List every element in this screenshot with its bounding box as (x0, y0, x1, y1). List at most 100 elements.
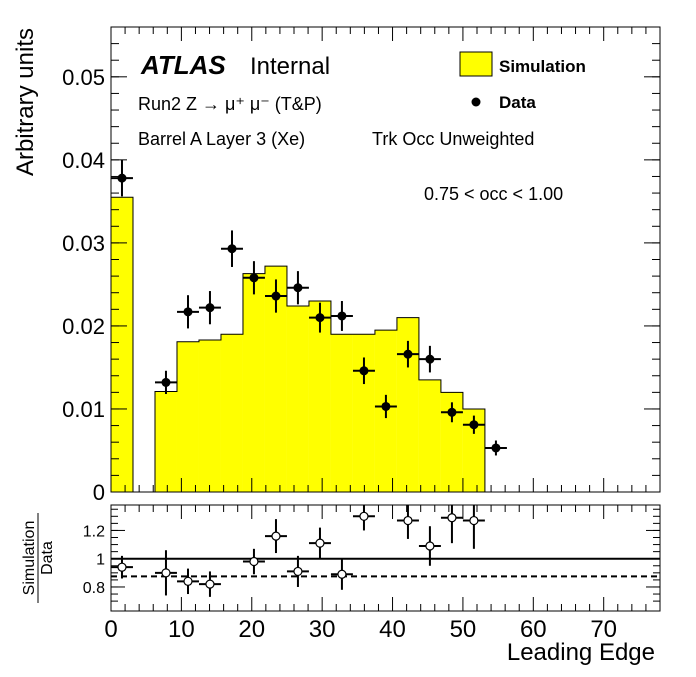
data-point (242, 261, 265, 295)
data-point (286, 271, 309, 305)
ratio-reference-lines (111, 557, 660, 578)
ratio-point (242, 548, 265, 575)
x-axis-title: Leading Edge (507, 639, 655, 666)
main-y-axis-title: Arbitrary units (12, 28, 39, 176)
data-point-marker (337, 311, 347, 321)
ratio-point (177, 568, 199, 595)
data-point (462, 415, 485, 434)
ratio-plot-frame (110, 504, 661, 612)
simulation-bar (198, 340, 221, 492)
data-point (177, 295, 199, 329)
x-tick-label: 10 (168, 616, 195, 643)
data-point (308, 302, 331, 333)
region-label: Barrel A Layer 3 (Xe) (138, 129, 305, 149)
ratio-point (330, 558, 353, 590)
data-point-marker (381, 401, 391, 411)
ratio-point (396, 505, 419, 539)
ratio-point-marker (469, 515, 479, 526)
ratio-point (462, 505, 485, 549)
ratio-point-marker (161, 568, 171, 578)
data-point-marker (161, 377, 171, 387)
ratio-y-tick-label: 1 (96, 552, 105, 569)
main-y-tick-label: 0.02 (62, 314, 105, 339)
ratio-y-tick-label: 1.2 (83, 523, 105, 540)
data-point (330, 301, 353, 331)
data-point-marker (271, 291, 281, 301)
ratio-y-axis-numerator: Simulation (21, 521, 38, 596)
ratio-axis-ticks: 0.8 1 1.2 0 10 20 30 40 50 60 70 (83, 505, 661, 643)
simulation-bar (286, 306, 309, 492)
ratio-y-tick-label: 0.8 (83, 580, 105, 597)
ratio-point (154, 550, 177, 596)
data-point (111, 159, 133, 197)
legend-simulation-swatch (459, 51, 493, 77)
x-tick-label: 50 (450, 616, 477, 643)
data-point-marker (425, 354, 435, 364)
simulation-bar (220, 334, 243, 492)
internal-label: Internal (250, 53, 330, 80)
data-point (418, 345, 441, 373)
ratio-point-marker (249, 556, 259, 567)
simulation-histogram (110, 196, 507, 493)
ratio-y-axis-title: Simulation Data (21, 513, 56, 603)
ratio-point (440, 505, 463, 544)
simulation-bar (176, 341, 199, 492)
main-axis-ticks: 0 0.01 0.02 0.03 0.04 0.05 (62, 27, 661, 505)
weighting-label: Trk Occ Unweighted (372, 129, 534, 149)
ratio-point-marker (359, 511, 369, 521)
ratio-points (111, 505, 485, 597)
occupancy-label: 0.75 < occ < 1.00 (424, 184, 563, 204)
ratio-point-marker (403, 515, 413, 526)
simulation-bar (308, 301, 331, 492)
data-point-marker (469, 420, 479, 430)
ratio-point (308, 527, 331, 559)
x-tick-label: 0 (104, 616, 117, 643)
x-tick-label: 40 (379, 616, 406, 643)
simulation-bar (352, 334, 375, 492)
data-point-marker (227, 244, 237, 254)
data-point (265, 279, 287, 313)
data-point (396, 340, 419, 368)
ratio-point-marker (271, 531, 281, 541)
ratio-point-marker (117, 562, 127, 572)
simulation-bar (330, 334, 353, 492)
simulation-bar (418, 379, 441, 492)
main-y-tick-label: 0.03 (62, 231, 105, 256)
ratio-point-marker (293, 566, 303, 577)
data-point (352, 357, 375, 385)
data-point (198, 291, 221, 325)
data-point-marker (491, 443, 501, 453)
data-point (221, 230, 243, 267)
legend-simulation-label: Simulation (499, 57, 586, 76)
legend-data-label: Data (499, 93, 536, 112)
ratio-point (198, 571, 221, 597)
ratio-point-marker (425, 541, 435, 551)
main-y-tick-label: 0.04 (62, 148, 105, 173)
data-point-marker (447, 407, 457, 417)
process-label: Run2 Z → μ⁺ μ⁻ (T&P) (138, 94, 322, 114)
ratio-point-marker (315, 538, 325, 548)
ratio-point (111, 555, 133, 579)
simulation-bar (462, 408, 485, 492)
simulation-bar (440, 392, 463, 492)
simulation-bar (264, 266, 287, 492)
data-point-marker (249, 273, 259, 283)
data-point (154, 370, 177, 395)
ratio-point-marker (447, 513, 457, 523)
atlas-label: ATLAS (140, 50, 226, 80)
data-point-marker (117, 173, 127, 183)
main-y-tick-label: 0.05 (62, 65, 105, 90)
data-point (374, 394, 397, 419)
simulation-bar (242, 273, 265, 492)
data-points (111, 159, 507, 456)
data-point-marker (359, 366, 369, 376)
x-tick-label: 60 (520, 616, 547, 643)
data-point (484, 440, 507, 456)
data-point-marker (315, 313, 325, 323)
data-point-marker (293, 283, 303, 293)
x-tick-label: 20 (238, 616, 265, 643)
ratio-y-axis-denominator: Data (39, 541, 56, 575)
data-point-marker (183, 307, 193, 317)
data-point-marker (403, 349, 413, 359)
